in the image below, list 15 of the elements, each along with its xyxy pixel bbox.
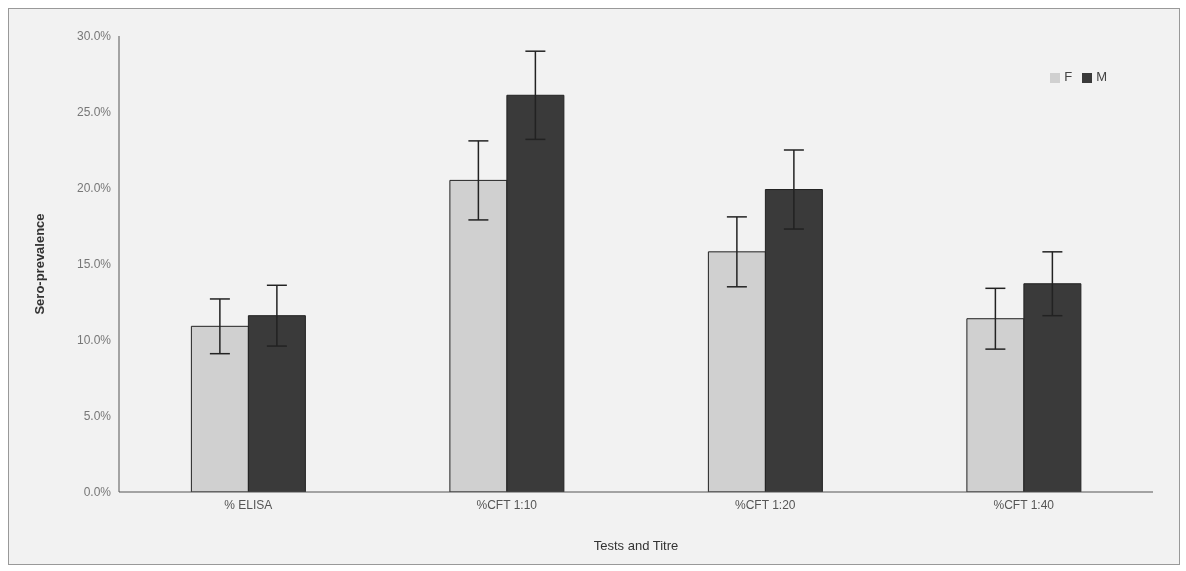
- x-tick-label: %CFT 1:40: [993, 497, 1055, 512]
- y-tick-label: 15.0%: [76, 257, 112, 272]
- y-tick-label: 20.0%: [76, 181, 112, 196]
- x-tick-label: % ELISA: [224, 497, 273, 512]
- y-tick-label: 30.0%: [76, 29, 112, 44]
- legend-label: F: [1064, 69, 1073, 84]
- x-tick-label: %CFT 1:10: [476, 497, 538, 512]
- y-axis-title: Sero-prevalence: [31, 213, 47, 315]
- y-tick-label: 5.0%: [83, 409, 112, 424]
- x-tick-label: %CFT 1:20: [735, 497, 796, 512]
- y-tick-label: 25.0%: [76, 105, 112, 120]
- legend-label: M: [1096, 69, 1107, 84]
- x-axis-title: Tests and Titre: [593, 538, 679, 553]
- y-tick-label: 10.0%: [76, 333, 112, 348]
- y-tick-label: 0.0%: [83, 485, 112, 500]
